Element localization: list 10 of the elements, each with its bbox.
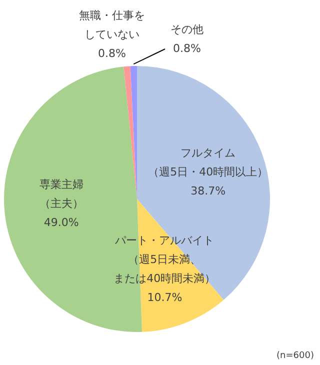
slice-label: 専業主婦（主夫） — [39, 178, 84, 210]
data-label: 0.8% — [173, 42, 201, 55]
text: (n=600) — [276, 351, 314, 361]
slice-label: 無職・仕事をしていない — [79, 8, 145, 41]
slice-label: その他 — [170, 22, 204, 36]
slice-label: フルタイム（週5日・40時間以上） — [148, 146, 268, 179]
data-label: 49.0% — [44, 216, 79, 230]
data-label: 10.7% — [147, 290, 182, 304]
data-label: 38.7% — [190, 184, 226, 198]
data-label: 0.8% — [98, 46, 126, 60]
